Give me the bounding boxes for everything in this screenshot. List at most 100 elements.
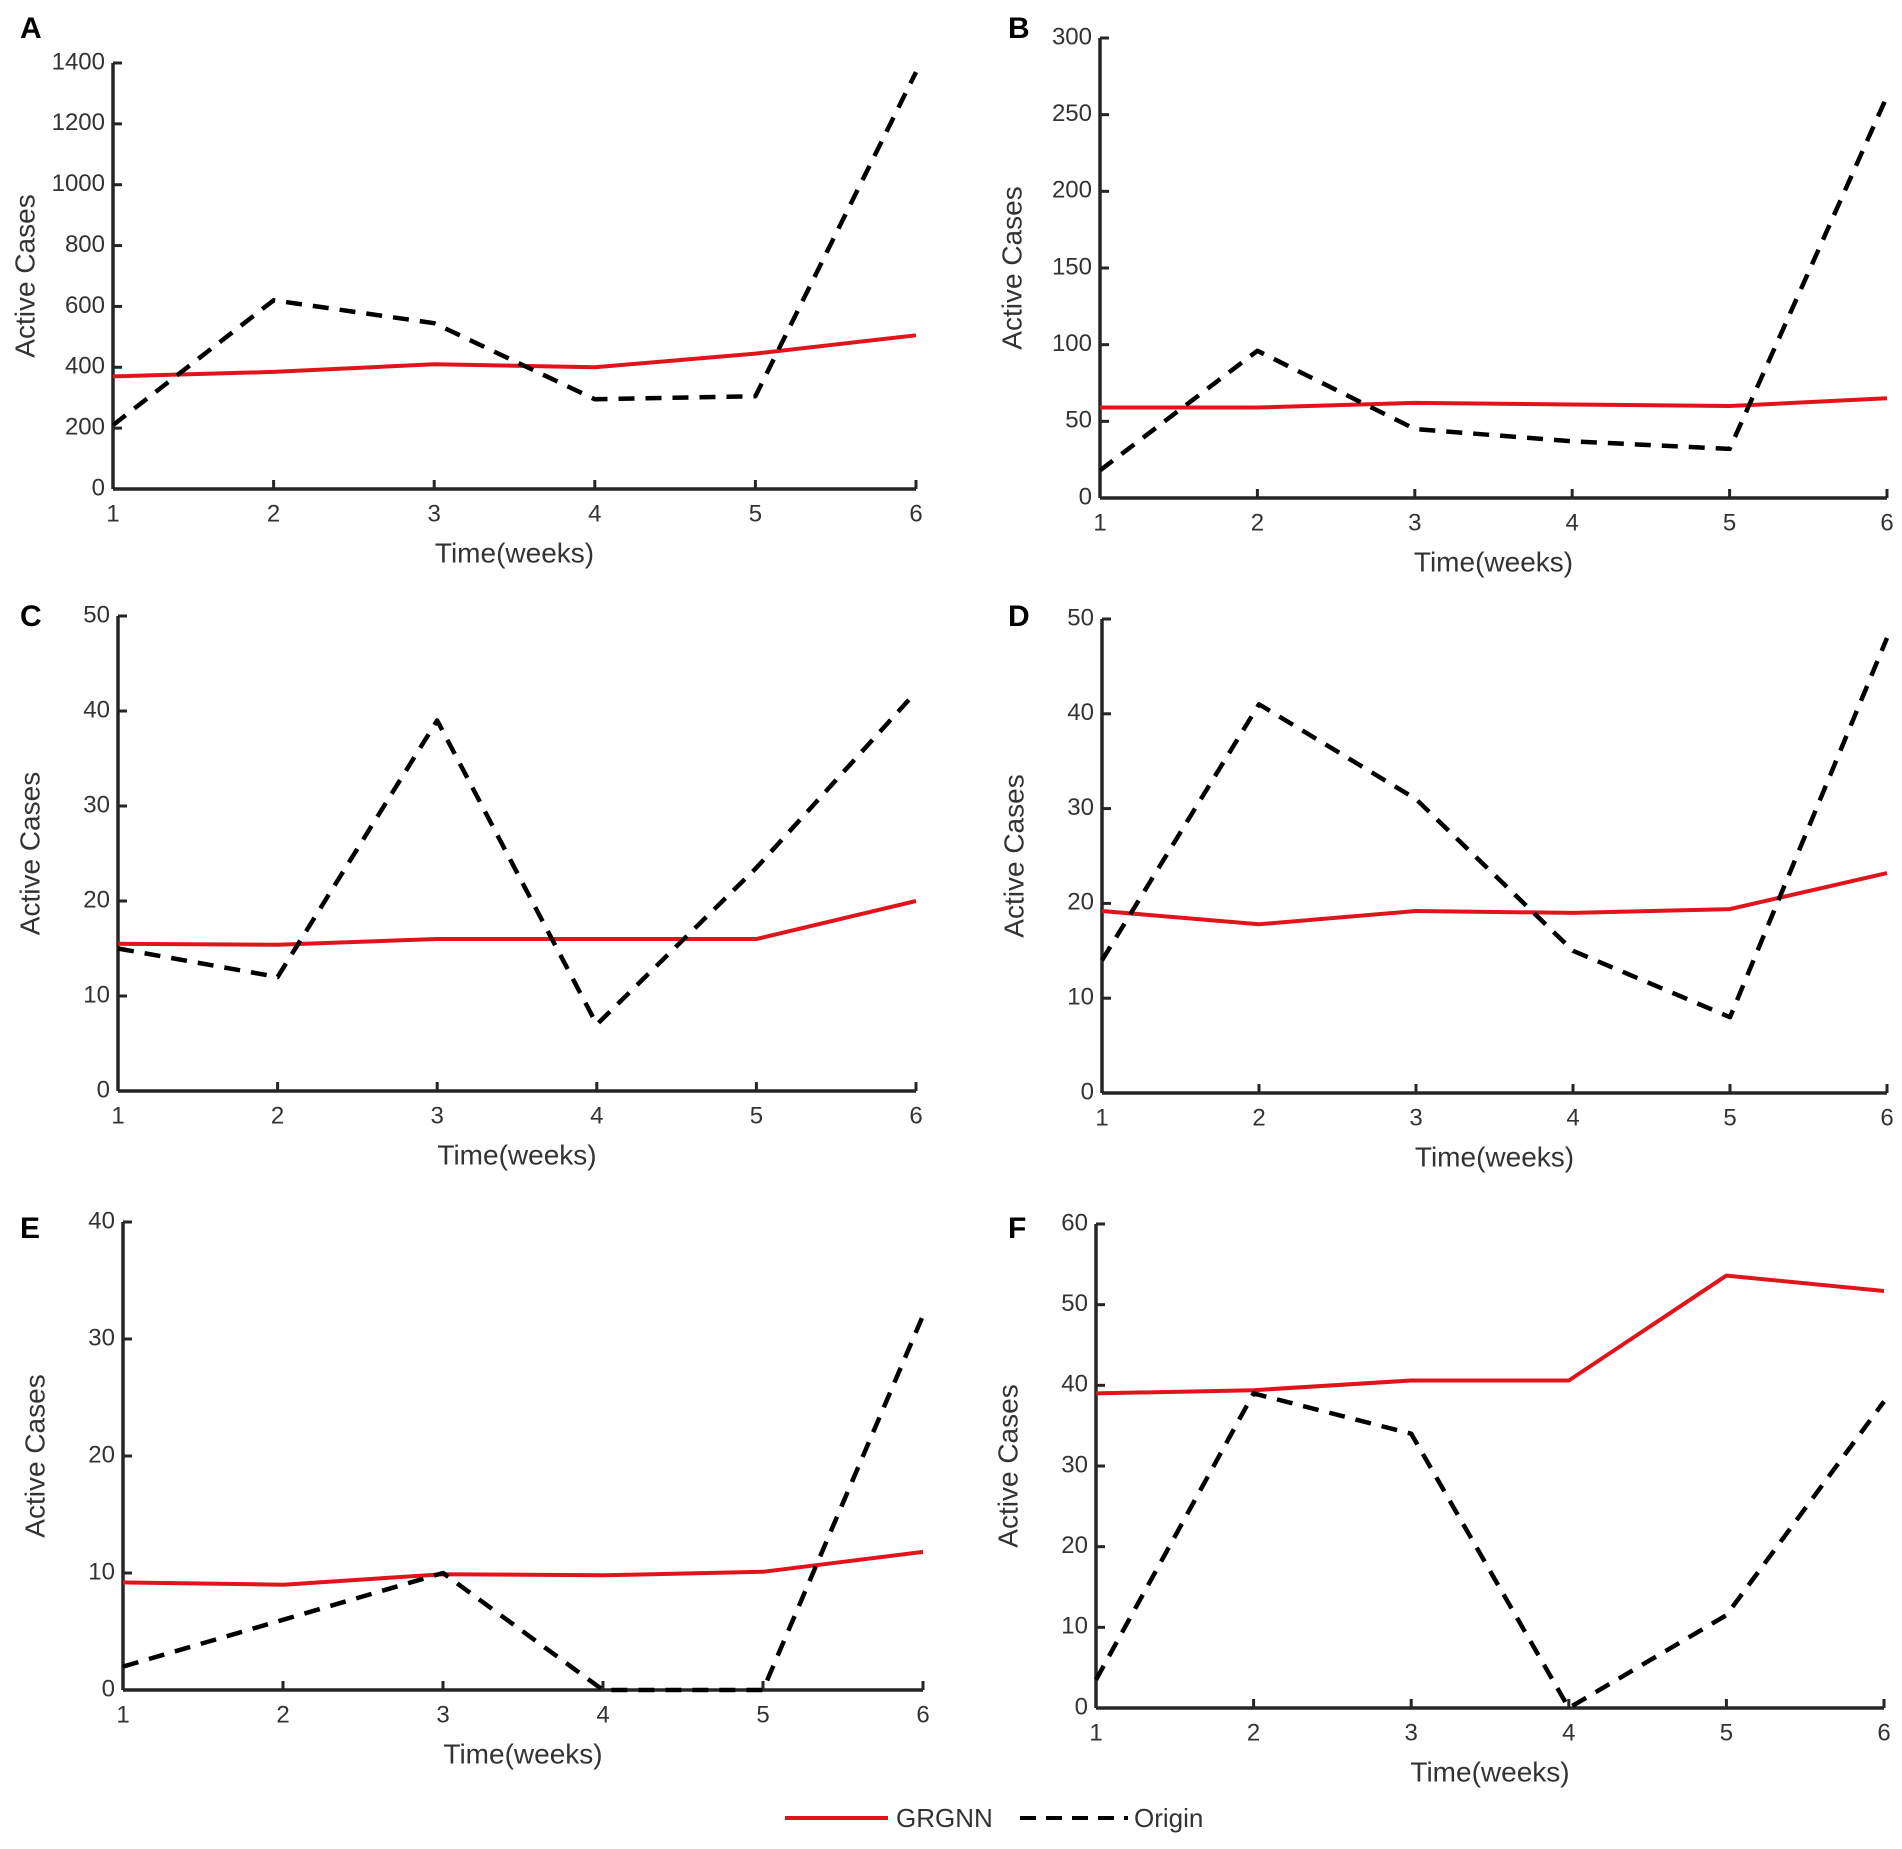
y-tick-label: 50 <box>83 601 110 628</box>
y-tick-label: 1000 <box>52 170 105 197</box>
series-line-origin-b <box>1098 95 1890 473</box>
x-tick-label: 5 <box>756 1701 769 1728</box>
y-tick-label: 0 <box>102 1675 115 1702</box>
y-tick-label: 50 <box>1065 407 1092 434</box>
x-axis-label-f: Time(weeks) <box>1410 1756 1569 1787</box>
series-line-grgnn-f <box>1095 1273 1885 1396</box>
y-tick-label: 30 <box>1067 794 1094 821</box>
y-tick-label: 50 <box>1067 604 1094 631</box>
legend-grgnn-label: GRGNN <box>896 1803 993 1833</box>
y-tick-label: 250 <box>1052 100 1092 127</box>
series-line-origin-f <box>1094 1391 1886 1711</box>
x-axis-label-a: Time(weeks) <box>435 537 594 568</box>
x-tick-label: 3 <box>436 1701 449 1728</box>
y-axis-label-a: Active Cases <box>9 194 40 357</box>
panel-letter-b: B <box>1008 12 1030 45</box>
legend-origin-label: Origin <box>1134 1803 1203 1833</box>
chart-panel-b: B 0 50 100 150 200 250 300 1 2 3 4 5 6 Time(weeks) Acti… <box>996 12 1893 577</box>
y-tick-label: 40 <box>1061 1371 1088 1398</box>
y-axis-label-e: Active Cases <box>19 1374 50 1537</box>
x-axis-label-b: Time(weeks) <box>1414 546 1573 577</box>
series-line-origin-e <box>122 1314 926 1693</box>
y-tick-label: 10 <box>83 981 110 1008</box>
y-tick-label: 0 <box>92 474 105 501</box>
y-tick-label: 150 <box>1052 253 1092 280</box>
y-tick-label: 60 <box>1061 1209 1088 1236</box>
x-tick-label: 3 <box>1408 509 1421 536</box>
series-line-grgnn-e <box>122 1549 924 1587</box>
x-tick-label: 3 <box>431 1102 444 1129</box>
chart-panel-d: D 0 10 20 30 40 50 1 2 3 4 5 6 Time(weeks) Active Case… <box>998 600 1893 1172</box>
y-tick-label: 30 <box>88 1324 115 1351</box>
series-line-origin-a <box>111 71 919 427</box>
x-tick-label: 6 <box>909 1102 922 1129</box>
y-tick-label: 20 <box>1061 1532 1088 1559</box>
y-tick-label: 1200 <box>52 109 105 136</box>
y-tick-label: 0 <box>1079 483 1092 510</box>
y-axis-label-b: Active Cases <box>996 186 1027 349</box>
x-tick-label: 1 <box>106 500 119 527</box>
x-tick-label: 1 <box>116 1701 129 1728</box>
x-tick-label: 6 <box>1880 1104 1893 1131</box>
x-tick-label: 5 <box>749 500 762 527</box>
y-tick-label: 30 <box>1061 1451 1088 1478</box>
y-axis-label-d: Active Cases <box>998 774 1029 937</box>
y-tick-label: 0 <box>1075 1693 1088 1720</box>
panel-letter-f: F <box>1008 1212 1026 1245</box>
x-tick-label: 6 <box>1880 509 1893 536</box>
x-tick-label: 4 <box>588 500 601 527</box>
x-tick-label: 2 <box>267 500 280 527</box>
x-tick-label: 5 <box>1723 1104 1736 1131</box>
x-tick-label: 1 <box>111 1102 124 1129</box>
x-tick-label: 2 <box>1251 509 1264 536</box>
panel-letter-c: C <box>20 600 42 633</box>
y-tick-label: 10 <box>1061 1613 1088 1640</box>
panel-letter-d: D <box>1008 600 1030 633</box>
series-line-origin-c <box>117 690 918 1027</box>
y-tick-label: 0 <box>97 1076 110 1103</box>
series-line-grgnn-a <box>112 333 917 379</box>
chart-panel-c: C 0 10 20 30 40 50 1 2 3 4 5 6 Time(weeks) Active Case… <box>14 600 922 1170</box>
series-line-grgnn-c <box>117 899 917 947</box>
x-tick-label: 2 <box>276 1701 289 1728</box>
chart-panel-e: E 0 10 20 30 40 1 2 3 4 5 6 Time(weeks) Active Cases <box>19 1207 929 1769</box>
y-tick-label: 10 <box>88 1558 115 1585</box>
chart-panel-a: A 0 200 400 600 800 1000 1200 1400 1 2 3 4 5 6 Time(wee… <box>9 12 922 568</box>
y-tick-label: 300 <box>1052 23 1092 50</box>
x-tick-label: 3 <box>1409 1104 1422 1131</box>
x-tick-label: 1 <box>1093 509 1106 536</box>
x-tick-label: 6 <box>916 1701 929 1728</box>
y-tick-label: 20 <box>83 886 110 913</box>
x-tick-label: 4 <box>590 1102 603 1129</box>
x-tick-label: 2 <box>1247 1719 1260 1746</box>
x-tick-label: 5 <box>750 1102 763 1129</box>
x-tick-label: 3 <box>1405 1719 1418 1746</box>
legend: GRGNN Origin <box>785 1803 1203 1833</box>
x-axis-label-c: Time(weeks) <box>437 1139 596 1170</box>
x-tick-label: 5 <box>1720 1719 1733 1746</box>
y-tick-label: 40 <box>1067 699 1094 726</box>
y-tick-label: 200 <box>65 413 105 440</box>
y-axis-label-c: Active Cases <box>14 772 45 935</box>
panel-letter-e: E <box>20 1212 40 1245</box>
series-line-origin-d <box>1100 637 1890 1020</box>
x-tick-label: 5 <box>1723 509 1736 536</box>
y-axis-label-f: Active Cases <box>992 1384 1023 1547</box>
x-tick-label: 2 <box>1252 1104 1265 1131</box>
y-tick-label: 10 <box>1067 984 1094 1011</box>
y-tick-label: 0 <box>1081 1078 1094 1105</box>
x-tick-label: 1 <box>1095 1104 1108 1131</box>
y-tick-label: 400 <box>65 353 105 380</box>
x-tick-label: 4 <box>1562 1719 1575 1746</box>
y-tick-label: 20 <box>1067 889 1094 916</box>
chart-panel-f: F 0 10 20 30 40 50 60 1 2 3 4 5 6 Time(weeks) Active Ca… <box>992 1209 1890 1787</box>
series-line-grgnn-d <box>1101 871 1888 927</box>
x-tick-label: 6 <box>1877 1719 1890 1746</box>
y-tick-label: 40 <box>83 696 110 723</box>
y-tick-label: 100 <box>1052 330 1092 357</box>
y-tick-label: 1400 <box>52 48 105 75</box>
x-axis-label-e: Time(weeks) <box>443 1738 602 1769</box>
x-tick-label: 4 <box>596 1701 609 1728</box>
